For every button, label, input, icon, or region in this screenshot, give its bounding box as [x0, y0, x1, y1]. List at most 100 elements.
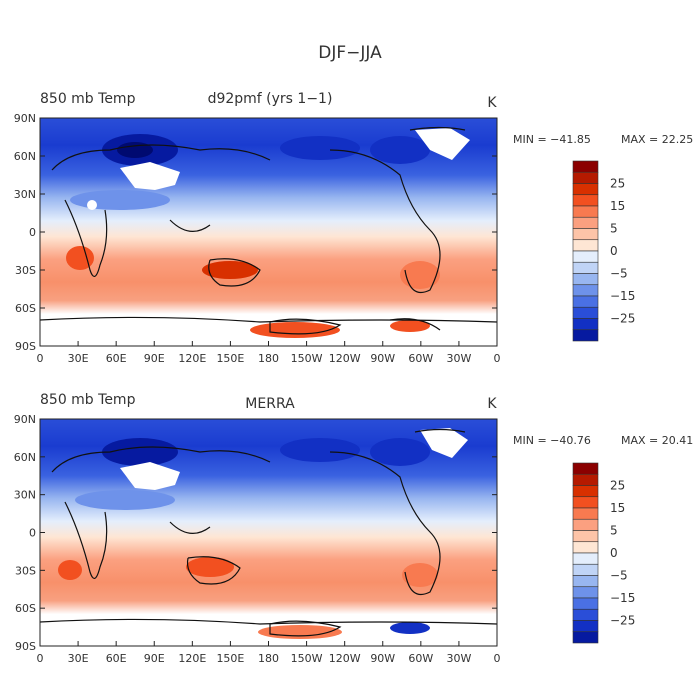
colorbar-swatch: [572, 318, 599, 331]
panel-left-title: 850 mb Temp: [40, 392, 136, 408]
lat-tick-label: 30S: [15, 564, 36, 577]
map-field: [40, 419, 497, 646]
panel-center-title: MERRA: [245, 396, 295, 412]
lon-tick-label: 150W: [291, 352, 323, 365]
lon-tick-label: 150W: [291, 652, 323, 665]
panel-top: 850 mb Temp d92pmf (yrs 1−1) K: [14, 91, 694, 365]
lon-tick-label: 0: [494, 652, 501, 665]
lon-axis: 0 30E 60E 90E 120E 150E 180 150W 120W 90W 60W 30W 0: [37, 341, 501, 365]
lat-tick-label: 90S: [15, 340, 36, 353]
colorbar-swatch: [572, 575, 599, 588]
colorbar-swatch: [572, 183, 599, 196]
colorbar-tick-label: −25: [610, 614, 635, 628]
colorbar-swatch: [572, 239, 599, 252]
colorbar-swatch: [572, 518, 599, 531]
colorbar: 25 15 5 0 −5 −15 −25: [572, 160, 635, 342]
colorbar-swatch: [572, 485, 599, 498]
max-label: MAX = 20.41: [621, 434, 693, 447]
lon-tick-label: 120E: [178, 652, 206, 665]
map-field: [40, 118, 497, 346]
max-label: MAX = 22.25: [621, 133, 693, 146]
colorbar-swatch: [572, 507, 599, 520]
colorbar-swatch: [572, 597, 599, 610]
lat-axis: 90N 60N 30N 0 30S 60S 90S: [14, 112, 497, 353]
lon-tick-label: 0: [37, 652, 44, 665]
lat-tick-label: 30N: [14, 489, 36, 502]
lat-tick-label: 30N: [14, 188, 36, 201]
colorbar-tick-label: 15: [610, 501, 625, 515]
lon-tick-label: 60W: [408, 652, 433, 665]
colorbar-tick-label: 5: [610, 222, 618, 236]
colorbar-tick-label: 5: [610, 524, 618, 538]
lon-tick-label: 30E: [68, 652, 89, 665]
colorbar-tick-label: 25: [610, 177, 625, 191]
lon-tick-label: 60W: [408, 352, 433, 365]
colorbar-tick-label: 15: [610, 199, 625, 213]
colorbar-swatch: [572, 329, 599, 342]
colorbar-swatch: [572, 473, 599, 486]
colorbar-swatch: [572, 620, 599, 633]
lat-tick-label: 30S: [15, 264, 36, 277]
lon-tick-label: 150E: [216, 352, 244, 365]
colorbar-swatch: [572, 295, 599, 308]
colorbar-swatch: [572, 261, 599, 274]
lat-tick-label: 60S: [15, 302, 36, 315]
lon-tick-label: 90W: [370, 352, 395, 365]
lat-axis: 90N 60N 30N 0 30S 60S 90S: [14, 413, 497, 653]
lon-tick-label: 180: [258, 652, 279, 665]
min-label: MIN = −41.85: [513, 133, 591, 146]
colorbar-swatch: [572, 205, 599, 218]
colorbar-tick-label: −15: [610, 289, 635, 303]
colorbar-swatch: [572, 541, 599, 554]
colorbar-tick-label: 25: [610, 479, 625, 493]
colorbar: 25 15 5 0 −5 −15 −25: [572, 462, 635, 644]
lon-tick-label: 60E: [106, 652, 127, 665]
lon-tick-label: 90E: [144, 652, 165, 665]
lat-tick-label: 60S: [15, 602, 36, 615]
lon-tick-label: 120W: [329, 352, 361, 365]
lat-tick-label: 60N: [14, 150, 36, 163]
lon-tick-label: 30W: [446, 352, 471, 365]
lon-axis: 0 30E 60E 90E 120E 150E 180 150W 120W 90W 60W 30W 0: [37, 641, 501, 665]
min-label: MIN = −40.76: [513, 434, 591, 447]
lon-tick-label: 90W: [370, 652, 395, 665]
panel-units: K: [487, 396, 497, 412]
panel-left-title: 850 mb Temp: [40, 91, 136, 107]
coastlines: [39, 126, 498, 335]
colorbar-tick-label: 0: [610, 546, 618, 560]
lat-tick-label: 90S: [15, 640, 36, 653]
colorbar-swatch: [572, 273, 599, 286]
colorbar-swatch: [572, 306, 599, 319]
lat-tick-label: 0: [29, 226, 36, 239]
colorbar-swatch: [572, 631, 599, 644]
colorbar-swatch: [572, 552, 599, 565]
colorbar-swatch: [572, 530, 599, 543]
lon-tick-label: 30E: [68, 352, 89, 365]
colorbar-swatch: [572, 171, 599, 184]
map-frame: 90N 60N 30N 0 30S 60S 90S 0 30E 60E 90E 120E 150E 18…: [14, 112, 501, 365]
colorbar-swatch: [572, 250, 599, 263]
lat-tick-label: 0: [29, 527, 36, 540]
colorbar-swatch: [572, 563, 599, 576]
panel-bottom: 850 mb Temp MERRA K: [14, 392, 694, 665]
colorbar-swatch: [572, 462, 599, 475]
colorbar-swatch: [572, 160, 599, 173]
lat-tick-label: 60N: [14, 451, 36, 464]
lon-tick-label: 120E: [178, 352, 206, 365]
map-frame: 90N 60N 30N 0 30S 60S 90S 0 30E 60E 90E 120E 150E 18…: [14, 413, 501, 665]
lon-tick-label: 0: [494, 352, 501, 365]
colorbar-swatch: [572, 216, 599, 229]
colorbar-swatch: [572, 496, 599, 509]
figure-title: DJF−JJA: [318, 43, 382, 63]
panel-units: K: [487, 95, 497, 111]
colorbar-tick-label: −15: [610, 591, 635, 605]
lat-tick-label: 90N: [14, 112, 36, 125]
lon-tick-label: 0: [37, 352, 44, 365]
lon-tick-label: 180: [258, 352, 279, 365]
lon-tick-label: 150E: [216, 652, 244, 665]
colorbar-swatch: [572, 608, 599, 621]
panel-center-title: d92pmf (yrs 1−1): [208, 91, 333, 107]
colorbar-tick-label: −5: [610, 267, 628, 281]
colorbar-swatch: [572, 586, 599, 599]
